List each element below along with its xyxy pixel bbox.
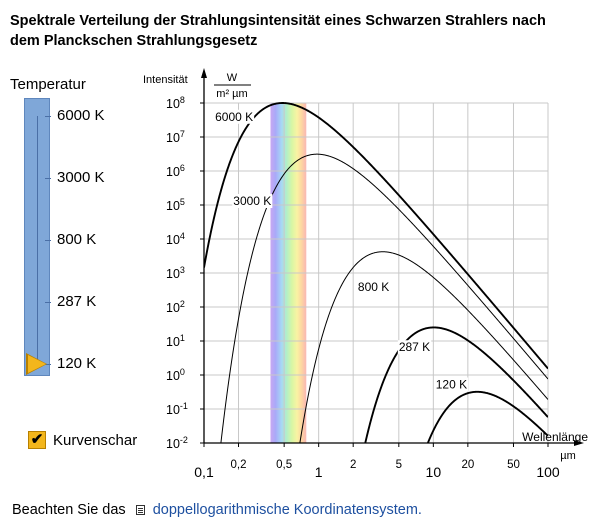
kurvenschar-label[interactable]: Kurvenschar <box>53 432 138 449</box>
slider-tick <box>45 116 51 117</box>
curve-label: 800 K <box>358 280 389 294</box>
y-tick-label: 104 <box>166 231 185 247</box>
x-tick-label: 0,2 <box>231 459 247 471</box>
curve-label-background <box>214 109 255 124</box>
coordinate-system-link[interactable]: doppellogarithmische Koordinatensystem. <box>152 502 422 518</box>
slider-option-287k[interactable]: 287 K <box>57 293 97 310</box>
slider-rail <box>37 116 38 364</box>
curve-800k <box>299 251 548 443</box>
y-tick-label: 101 <box>166 333 185 349</box>
page-title: Spektrale Verteilung der Strahlungsinten… <box>10 13 546 49</box>
x-tick-label: 100 <box>536 464 560 480</box>
curve-label: 287 K <box>399 340 430 354</box>
curve-label: 3000 K <box>233 194 271 208</box>
curve-287k <box>364 326 548 443</box>
y-tick-label: 106 <box>166 163 185 179</box>
curve-label-background <box>397 340 432 355</box>
slider-thumb-triangle-icon[interactable] <box>28 355 46 373</box>
slider-tick <box>45 178 51 179</box>
y-tick-label: 100 <box>166 367 185 383</box>
y-unit-numerator: W <box>227 72 238 84</box>
slider-option-800k[interactable]: 800 K <box>57 231 97 248</box>
y-unit-denominator: m² µm <box>216 88 247 100</box>
y-tick-label: 103 <box>166 265 185 281</box>
slider-tick <box>45 364 51 365</box>
x-axis-unit: µm <box>560 450 576 462</box>
x-tick-label: 1 <box>315 464 323 480</box>
slider-option-3000k[interactable]: 3000 K <box>57 169 105 186</box>
y-tick-label: 105 <box>166 197 185 213</box>
slider-tick <box>45 240 51 241</box>
curve-label: 120 K <box>436 378 467 392</box>
curve-120k <box>426 390 548 443</box>
curve-label-background <box>356 279 391 294</box>
x-axis-label: Wellenlänge <box>522 430 588 444</box>
x-tick-label: 10 <box>426 464 442 480</box>
x-tick-label: 0,1 <box>194 464 214 480</box>
x-tick-label: 20 <box>461 459 474 471</box>
y-axis-arrow-icon <box>201 68 207 78</box>
y-tick-label: 107 <box>166 129 185 145</box>
x-tick-label: 2 <box>350 459 356 471</box>
slider-tick <box>45 302 51 303</box>
footer-prefix: Beachten Sie das <box>12 502 126 518</box>
y-axis-label: Intensität <box>143 74 188 86</box>
temperature-label: Temperatur <box>10 76 86 93</box>
footer-note: Beachten Sie das doppellogarithmische Ko… <box>12 502 422 518</box>
curve-3000k <box>220 153 548 443</box>
curve-label: 6000 K <box>215 110 253 124</box>
y-tick-label: 10-1 <box>166 401 188 417</box>
kurvenschar-checkbox[interactable]: ✔ <box>28 431 46 449</box>
y-tick-label: 10-2 <box>166 435 188 451</box>
x-tick-label: 50 <box>507 459 520 471</box>
curve-label-background <box>232 194 273 208</box>
y-tick-label: 102 <box>166 299 185 315</box>
x-tick-label: 0,5 <box>276 459 292 471</box>
y-tick-label: 108 <box>166 95 185 111</box>
x-tick-label: 5 <box>396 459 402 471</box>
curve-6000k <box>204 102 548 370</box>
slider-option-120k[interactable]: 120 K <box>57 355 97 372</box>
x-axis-arrow-icon <box>574 440 584 446</box>
document-icon <box>135 505 145 515</box>
slider-option-6000k[interactable]: 6000 K <box>57 107 105 124</box>
curve-label-background <box>434 377 469 392</box>
